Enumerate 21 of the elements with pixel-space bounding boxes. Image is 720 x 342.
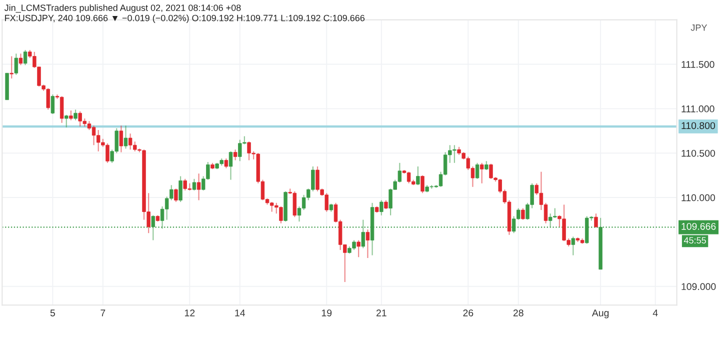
ref-line-label: 109.666	[682, 222, 716, 230]
x-tick-label: 12	[185, 309, 195, 316]
text: JPY	[690, 24, 708, 31]
x-tick-label: 21	[376, 309, 386, 316]
x-tick-label: 14	[235, 310, 246, 316]
x-tick-label: 4	[652, 310, 658, 316]
x-tick-label: Aug	[592, 310, 609, 318]
y-tick-label: 110.000	[682, 194, 716, 202]
x-tick-label: 7	[100, 310, 106, 316]
text: 45:55	[684, 237, 706, 244]
ref-line-label: 110.800	[682, 122, 716, 130]
y-tick-label: 111.500	[682, 61, 714, 68]
y-tick-label: 110.500	[682, 150, 716, 157]
y-tick-label: 111.000	[682, 105, 714, 112]
x-tick-label: 28	[513, 309, 524, 316]
x-tick-label: 26	[463, 309, 474, 316]
x-tick-label: 19	[322, 309, 332, 316]
chart-title: Jin_LCMSTraders published August 02, 2021 08:14:06 +08	[4, 4, 241, 13]
chart-subtitle: FX:USDJPY, 240 109.666 ▼ −0.019 (−0.02%) O:109.192 H:109.771 L:109.192 C:109.666	[5, 14, 365, 24]
y-tick-label: 109.000	[682, 283, 716, 290]
x-tick-label: 5	[50, 310, 55, 316]
